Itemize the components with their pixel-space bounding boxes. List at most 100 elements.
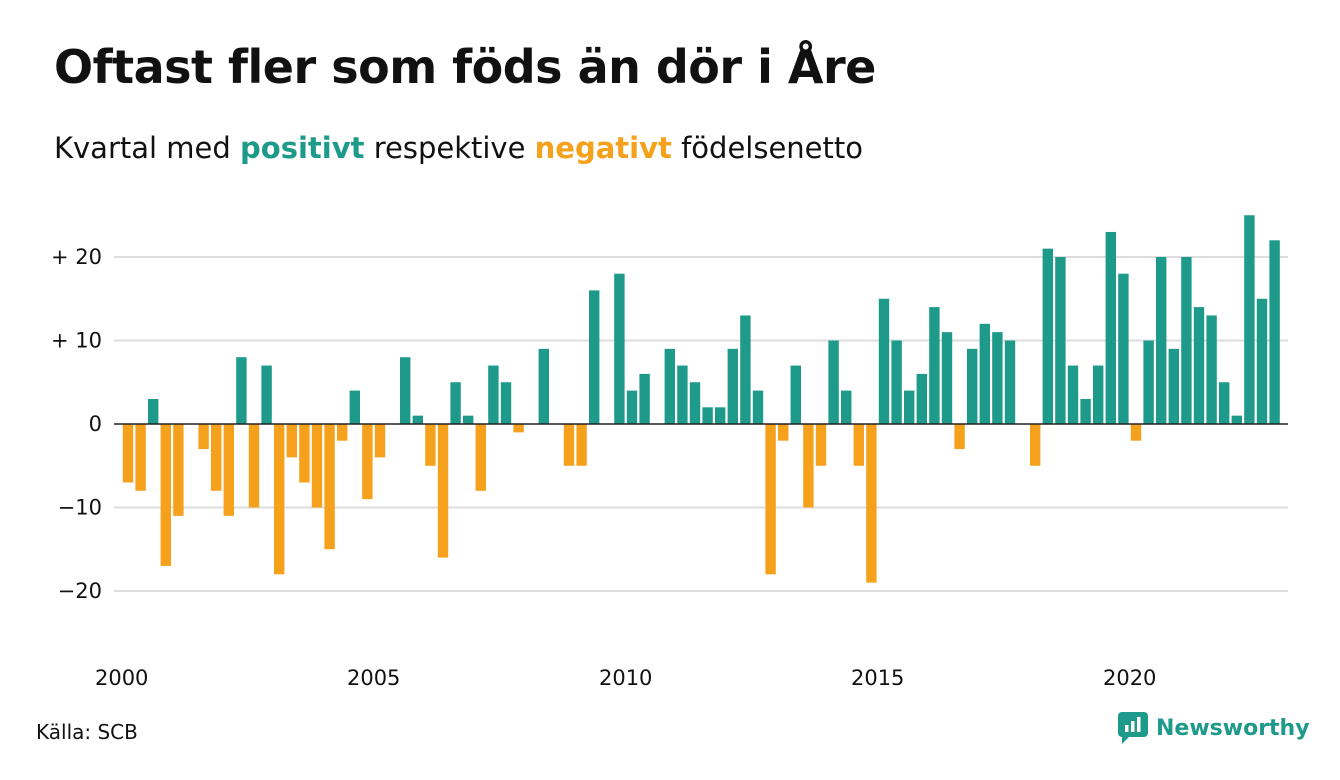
bar <box>626 390 638 424</box>
newsworthy-chat-chart-icon <box>1118 712 1148 744</box>
bar <box>639 373 650 424</box>
bar <box>979 323 990 424</box>
bar <box>1256 298 1268 424</box>
x-tick-label: 2020 <box>1103 666 1156 690</box>
bar <box>349 390 360 424</box>
bar <box>967 348 978 424</box>
axis-labels: + 20 + 10 0 −10 −20 2000 2005 2010 2015 2020 <box>51 245 1156 690</box>
bar <box>362 424 373 500</box>
x-tick-label: 2010 <box>599 666 652 690</box>
bar <box>122 424 134 483</box>
bar <box>475 424 486 491</box>
bar <box>614 273 625 424</box>
bar <box>941 332 953 424</box>
bar <box>1219 382 1230 424</box>
bar <box>400 357 411 424</box>
bar <box>866 424 877 583</box>
bar <box>1206 315 1217 424</box>
bar <box>513 424 524 433</box>
x-tick-label: 2005 <box>347 666 400 690</box>
y-tick-label: + 10 <box>51 329 102 353</box>
subtitle-text-middle: respektive <box>373 131 526 165</box>
bar <box>299 424 310 483</box>
bar <box>160 424 171 566</box>
bar <box>929 307 940 424</box>
bar <box>374 424 386 458</box>
bar <box>589 290 600 424</box>
bar <box>450 382 461 424</box>
x-tick-label: 2000 <box>95 666 148 690</box>
bar <box>815 424 827 466</box>
bar <box>563 424 575 466</box>
bar <box>878 298 890 424</box>
bar <box>337 424 348 441</box>
bar <box>677 365 688 424</box>
bar <box>1042 248 1053 424</box>
bar <box>1143 340 1154 424</box>
y-tick-label: + 20 <box>51 245 102 269</box>
bar-chart: + 20 + 10 0 −10 −20 2000 2005 2010 2015 2020 <box>51 215 1288 690</box>
source-note: Källa: SCB <box>36 720 138 744</box>
bar <box>1168 348 1179 424</box>
bar <box>664 348 675 424</box>
bar <box>891 340 902 424</box>
bar <box>715 407 726 424</box>
bar <box>1181 257 1192 424</box>
bar <box>324 424 335 550</box>
bar <box>286 424 297 458</box>
bar <box>1055 257 1066 424</box>
bar <box>765 424 776 575</box>
bars <box>122 215 1280 583</box>
bar <box>1244 215 1255 424</box>
bar <box>198 424 209 450</box>
y-tick-label: −10 <box>58 496 102 520</box>
bar <box>1231 415 1242 424</box>
bar <box>954 424 965 450</box>
bar <box>778 424 789 441</box>
bar <box>1118 273 1129 424</box>
bar <box>311 424 323 508</box>
subtitle-text-start: Kvartal med <box>54 131 231 165</box>
bar <box>803 424 814 508</box>
bar <box>248 424 260 508</box>
bar <box>463 415 474 424</box>
y-tick-label: −20 <box>58 579 102 603</box>
bar <box>1105 231 1116 424</box>
y-tick-label: 0 <box>89 412 102 436</box>
brand-logo: Newsworthy <box>1118 712 1310 744</box>
bar <box>916 373 927 424</box>
gridlines <box>114 256 1288 592</box>
subtitle-negative-keyword: negativt <box>534 131 672 165</box>
bar <box>992 332 1003 424</box>
bar <box>173 424 184 516</box>
bar <box>702 407 713 424</box>
bar <box>412 415 423 424</box>
bar <box>488 365 499 424</box>
bar <box>740 315 751 424</box>
bar <box>274 424 285 575</box>
bar <box>790 365 801 424</box>
chart-subtitle: Kvartal med positivt respektive negativt… <box>54 131 863 165</box>
bar <box>1067 365 1079 424</box>
bar <box>1193 307 1205 424</box>
bar <box>752 390 764 424</box>
bar <box>261 365 272 424</box>
bar <box>425 424 436 466</box>
bar <box>828 340 839 424</box>
bar <box>1269 240 1280 424</box>
bar <box>1004 340 1016 424</box>
subtitle-positive-keyword: positivt <box>240 131 365 165</box>
bar <box>1030 424 1041 466</box>
bar <box>904 390 915 424</box>
bar <box>1080 398 1091 424</box>
bar <box>148 398 159 424</box>
chart-title: Oftast fler som föds än dör i Åre <box>54 40 876 94</box>
bar <box>211 424 222 491</box>
brand-name: Newsworthy <box>1156 715 1310 741</box>
bar <box>135 424 146 491</box>
bar <box>841 390 852 424</box>
bar <box>689 382 701 424</box>
bar <box>727 348 738 424</box>
bar <box>223 424 234 516</box>
bar <box>853 424 864 466</box>
